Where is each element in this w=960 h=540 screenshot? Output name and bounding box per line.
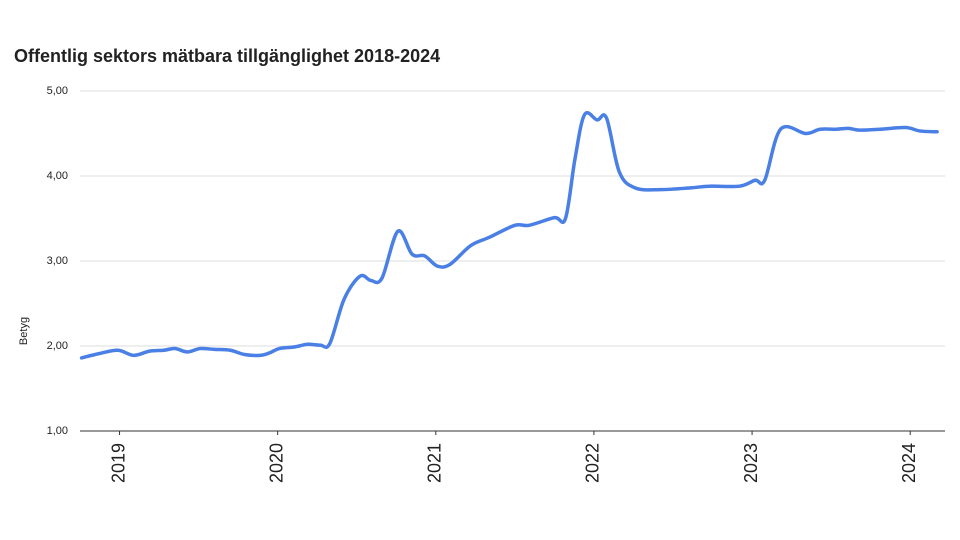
- y-tick-label: 4,00: [47, 170, 68, 182]
- x-tick-label: 2021: [425, 443, 445, 483]
- x-tick-label: 2023: [741, 443, 761, 483]
- x-tick-label: 2024: [899, 443, 919, 483]
- y-tick-label: 1,00: [47, 425, 68, 437]
- y-axis-title: Betyg: [18, 317, 30, 345]
- y-tick-label: 3,00: [47, 255, 68, 267]
- y-tick-label: 2,00: [47, 340, 68, 352]
- x-tick-label: 2020: [266, 443, 286, 483]
- x-tick-label: 2022: [583, 443, 603, 483]
- x-tick-label: 2019: [108, 443, 128, 483]
- line: [79, 111, 939, 360]
- y-tick-label: 5,00: [47, 85, 68, 97]
- chart-title: Offentlig sektors mätbara tillgänglighet…: [14, 46, 440, 66]
